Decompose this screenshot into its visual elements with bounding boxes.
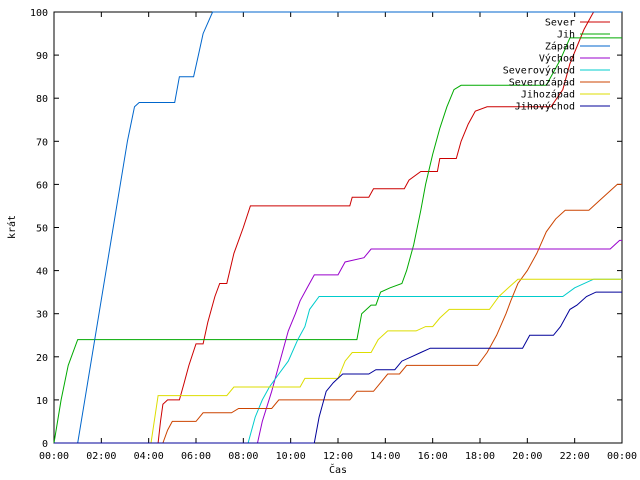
legend-label: Severovýchod — [503, 65, 575, 77]
y-tick-label: 100 — [30, 8, 48, 19]
y-tick-label: 60 — [36, 180, 48, 191]
series-line-jih — [53, 37, 622, 444]
x-tick-label: 20:00 — [512, 451, 542, 462]
legend-label: Západ — [545, 41, 575, 53]
y-axis: 0 10 20 30 40 50 60 70 80 90 100 — [30, 8, 622, 450]
x-axis-label: Čas — [329, 463, 347, 476]
series-line-jihozapad — [54, 278, 622, 444]
y-tick-label: 70 — [36, 137, 48, 148]
legend-label: Jihozápad — [521, 89, 575, 101]
y-tick-label: 20 — [36, 353, 48, 364]
x-tick-label: 02:00 — [86, 451, 116, 462]
x-tick-label: 00:00 — [607, 451, 637, 462]
legend-label: Jihovýchod — [515, 101, 575, 113]
series-line-sever — [54, 11, 622, 444]
series-line-severovychod — [54, 278, 622, 444]
y-tick-label: 30 — [36, 310, 48, 321]
y-axis-label: krát — [6, 215, 18, 239]
legend: SeverJihZápadVýchodSeverovýchodSeverozáp… — [503, 18, 610, 113]
x-tick-label: 22:00 — [560, 451, 590, 462]
x-tick-label: 10:00 — [276, 451, 306, 462]
y-tick-label: 10 — [36, 396, 48, 407]
x-tick-label: 16:00 — [418, 451, 448, 462]
y-tick-label: 80 — [36, 94, 48, 105]
legend-label: Východ — [539, 53, 575, 65]
legend-label: Sever — [545, 18, 575, 29]
x-axis: 00:00 02:00 04:00 06:00 08:00 10:00 12:00 14:00… — [39, 12, 637, 462]
legend-label: Jih — [557, 30, 575, 41]
legend-label: Severozápad — [509, 77, 575, 89]
series-line-jihovychod — [54, 291, 622, 444]
x-tick-label: 18:00 — [465, 451, 495, 462]
y-tick-label: 50 — [36, 224, 48, 235]
series-line-severozapad — [54, 183, 622, 444]
x-tick-label: 04:00 — [134, 451, 164, 462]
x-tick-label: 06:00 — [181, 451, 211, 462]
y-tick-label: 0 — [42, 439, 48, 450]
x-tick-label: 12:00 — [323, 451, 353, 462]
x-tick-label: 14:00 — [370, 451, 400, 462]
x-tick-label: 00:00 — [39, 451, 69, 462]
y-tick-label: 90 — [36, 51, 48, 62]
x-tick-label: 08:00 — [228, 451, 258, 462]
y-tick-label: 40 — [36, 267, 48, 278]
series-layer — [53, 11, 622, 444]
series-line-vychod — [54, 239, 622, 444]
series-line-zapad — [54, 11, 622, 444]
